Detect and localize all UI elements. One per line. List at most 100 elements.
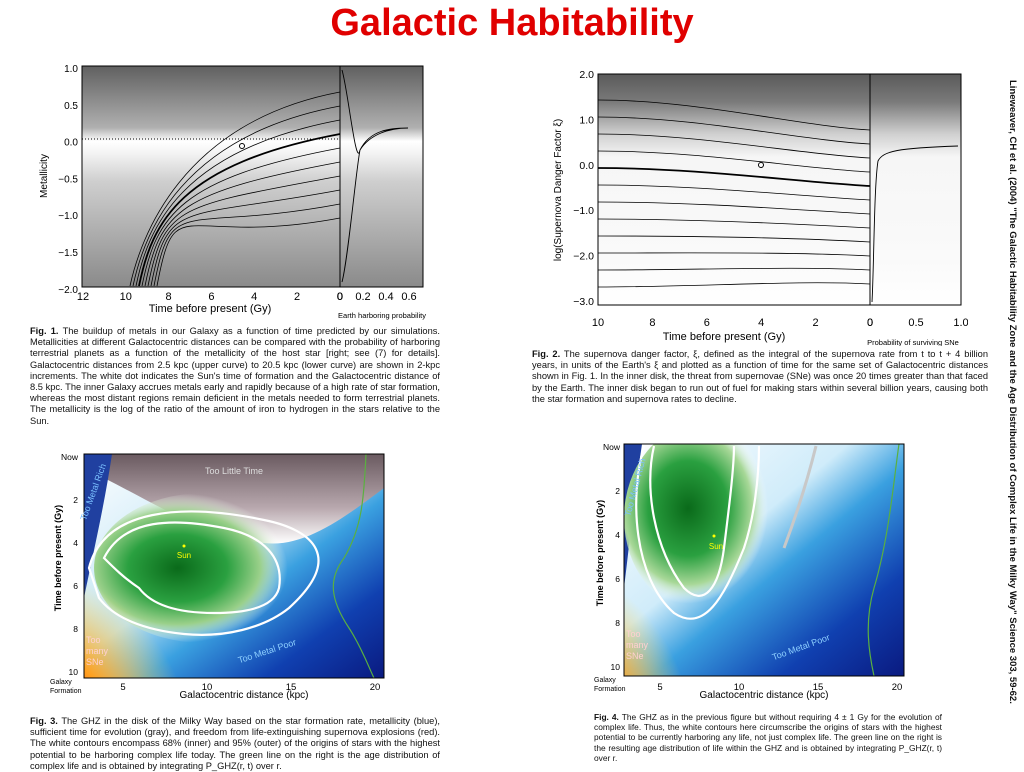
fig4-y-tick-label: 4 [615,530,620,540]
fig2-right-panel [869,73,962,306]
fig2-right-xlabel: Probability of surviving SNe [867,338,959,346]
fig1-metallicity-curve [153,203,341,287]
fig3-x-tick-label: 20 [370,682,381,693]
fig2-danger-curve [597,267,871,271]
fig1-y-tick-label: 1.0 [64,64,78,75]
figure-1-plot: 1.0 0.5 0.0 −0.5 −1.0 −1.5 −2.0 12 10 8 6 4 2 0 0.2 0… [39,64,426,320]
fig1-x-tick-label: 0 [337,291,343,303]
fig4-caption-text: The GHZ as in the previous figure but wi… [594,712,942,763]
fig3-y-tick-label: 2 [73,495,78,505]
fig3-galaxy-formation-label: Galaxy Formation [50,679,82,695]
fig2-y-tick-label: 1.0 [579,114,594,126]
fig1-caption-text: The buildup of metals in our Galaxy as a… [30,326,440,426]
fig2-x-tick-label: 4 [758,317,764,329]
fig3-y-tick-label: Now [61,452,79,462]
fig2-caption-text: The supernova danger factor, ξ, defined … [532,349,988,404]
fig4-y-tick-label: Now [603,442,621,452]
fig2-danger-curve [597,218,871,229]
fig3-too-many-sne-label: Too many SNe [86,635,109,667]
fig4-xlabel: Galactocentric distance (kpc) [700,690,829,701]
fig2-right-x-tick-label: 1.0 [953,317,968,329]
fig3-too-little-time-label: Too Little Time [205,466,263,476]
fig1-right-zero-tick: 0 [337,291,343,303]
fig1-right-x-tick-label: 0.4 [378,291,393,303]
figure-3: Sun Too Little Time Too Metal Rich Too M… [44,448,444,702]
fig4-metal-rich-region [624,444,642,588]
fig3-y-tick-label: 4 [73,538,78,548]
fig2-x-tick-label: 10 [592,317,604,329]
fig3-y-tick-label: 6 [73,581,78,591]
fig2-x-tick-label: 2 [813,317,819,329]
fig1-y-tick-label: −0.5 [58,174,78,185]
fig3-caption-label: Fig. 3. [30,716,58,726]
fig4-sun-label: Sun [709,542,723,551]
fig3-sun-label: Sun [177,551,191,560]
fig1-metallicity-curve [132,105,341,287]
fig2-y-tick-label: −1.0 [573,205,594,217]
fig3-sun-dot [182,544,186,548]
fig4-gray-line [782,445,818,549]
fig1-x-tick-label: 12 [77,291,89,303]
fig2-right-x-tick-label: 0.5 [908,317,923,329]
fig1-ylabel: Metallicity [39,154,50,198]
fig4-galaxy-formation-label: Galaxy Formation [594,677,626,693]
figure-2-plot: 2.01.00.0−1.0−2.0−3.0 10 8 6 4 2 0 0.5 1.0 0 l… [553,69,968,346]
fig1-x-tick-label: 10 [120,291,132,303]
fig2-danger-curve [597,282,871,288]
fig3-xlabel: Galactocentric distance (kpc) [180,690,309,701]
fig1-right-panel [339,65,424,288]
figure-3-plot: Sun Too Little Time Too Metal Rich Too M… [50,452,385,701]
fig2-y-tick-label: −3.0 [573,296,594,308]
fig3-x-tick-label: 10 [202,682,213,693]
fig1-metallicity-curve [147,175,341,287]
fig2-y-tick-label: 0.0 [579,160,594,172]
fig1-x-tick-label: 6 [208,291,214,303]
citation-text: Lineweaver, CH et al. (2004) "The Galact… [1007,80,1018,704]
fig3-caption-text: The GHZ in the disk of the Milky Way bas… [30,716,440,771]
fig2-danger-curve [597,133,871,159]
fig3-x-tick-label: 5 [120,682,125,693]
figure-1: 1.0 0.5 0.0 −0.5 −1.0 −1.5 −2.0 12 10 8 6 4 2 0 0.2 0… [30,60,450,322]
fig2-caption-label: Fig. 2. [532,349,561,359]
fig1-right-xlabel: Earth harboring probability [338,311,426,320]
fig3-outer-contour [87,510,320,636]
fig2-sun-dot [758,162,764,168]
citation-sidebar: Lineweaver, CH et al. (2004) "The Galact… [1000,80,1020,760]
fig3-caption: Fig. 3. The GHZ in the disk of the Milky… [30,716,440,772]
fig2-danger-curve [597,184,871,201]
fig1-sun-dot [239,143,245,149]
fig4-caption-label: Fig. 4. [594,712,619,722]
fig1-main-panel [81,65,341,288]
fig1-metallicity-curve [141,147,341,287]
fig4-y-tick-label: 8 [615,618,620,628]
fig1-x-tick-label: 8 [166,291,172,303]
fig4-age-distribution-line [867,444,900,676]
fig1-metallicity-curve [135,119,341,287]
fig4-caption: Fig. 4. The GHZ as in the previous figur… [594,712,942,763]
fig4-x-tick-label: 20 [892,682,903,693]
fig3-ylabel: Time before present (Gy) [53,505,63,611]
fig1-x-tick-label: 4 [251,291,257,303]
fig1-caption: Fig. 1. The buildup of metals in our Gal… [30,326,440,427]
fig1-y-tick-label: −2.0 [58,285,78,296]
fig3-age-distribution-line [332,454,375,678]
fig4-y-tick-label: 10 [611,662,621,672]
fig3-frame [83,453,385,679]
fig2-y-tick-label: 2.0 [579,69,594,81]
fig1-right-x-tick-label: 0.2 [355,291,370,303]
fig1-y-tick-label: 0.5 [64,101,78,112]
fig2-danger-curve [597,235,871,243]
fig3-inner-contour [102,521,281,615]
fig1-probability-curve [341,69,409,283]
fig4-too-many-sne-label: Too many SNe [626,629,649,661]
fig4-inner-contour [649,445,736,597]
figure-4-plot: Sun Too Metal Rich Too Metal Poor Too man… [594,442,905,701]
fig1-metallicity-curve [156,217,341,287]
fig3-sne-region [84,543,194,678]
figure-2: 2.0 1.0 0.0 −1.0 −2.0 −3.0 10 8 6 4 2 0 0.5 1.0 0 l… [548,66,968,346]
fig1-metallicity-curve [129,91,341,287]
fig1-right-x-tick-label: 0.6 [401,291,416,303]
fig2-danger-curve [597,116,871,145]
fig3-y-tick-label: 10 [69,667,79,677]
fig4-x-tick-label: 5 [657,682,662,693]
